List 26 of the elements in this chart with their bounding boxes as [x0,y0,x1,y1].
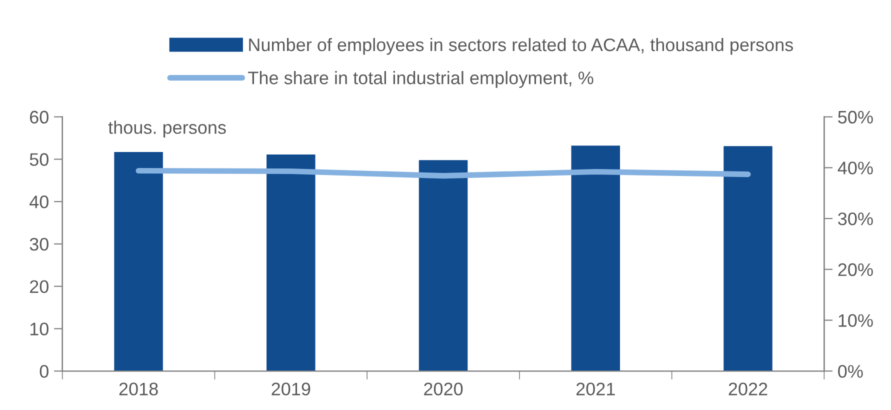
bar [724,146,772,372]
y2-tick-label: 40% [838,162,873,174]
y-axis-title: thous. persons [108,120,226,138]
bar [418,160,468,372]
y-tick-label: 30 [30,238,48,251]
bar [114,152,163,372]
y2-tick-label: 30% [838,212,873,226]
y-tick-label: 0 [40,364,48,378]
y-tick-label: 40 [30,196,48,208]
x-tick-label: 2022 [728,382,768,396]
x-tick-label: 2020 [424,382,463,396]
y-tick-label: 20 [30,280,48,294]
y2-tick-label: 20% [838,263,873,276]
y-tick-label: 10 [30,322,48,336]
y2-tick-label: 50% [838,110,873,124]
legend-label: Number of employees in sectors related to ACAA, thousand persons [249,38,793,55]
y2-tick-label: 0% [838,364,863,378]
x-tick-label: 2019 [272,382,310,396]
y-tick-label: 60 [30,110,48,124]
y-tick-label: 50 [30,153,48,166]
bar [266,154,316,372]
legend-label: The share in total industrial employment, % [248,71,594,88]
y2-tick-label: 10% [838,314,873,327]
bar [571,146,620,372]
x-tick-label: 2018 [119,382,158,396]
x-tick-label: 2021 [576,382,615,396]
